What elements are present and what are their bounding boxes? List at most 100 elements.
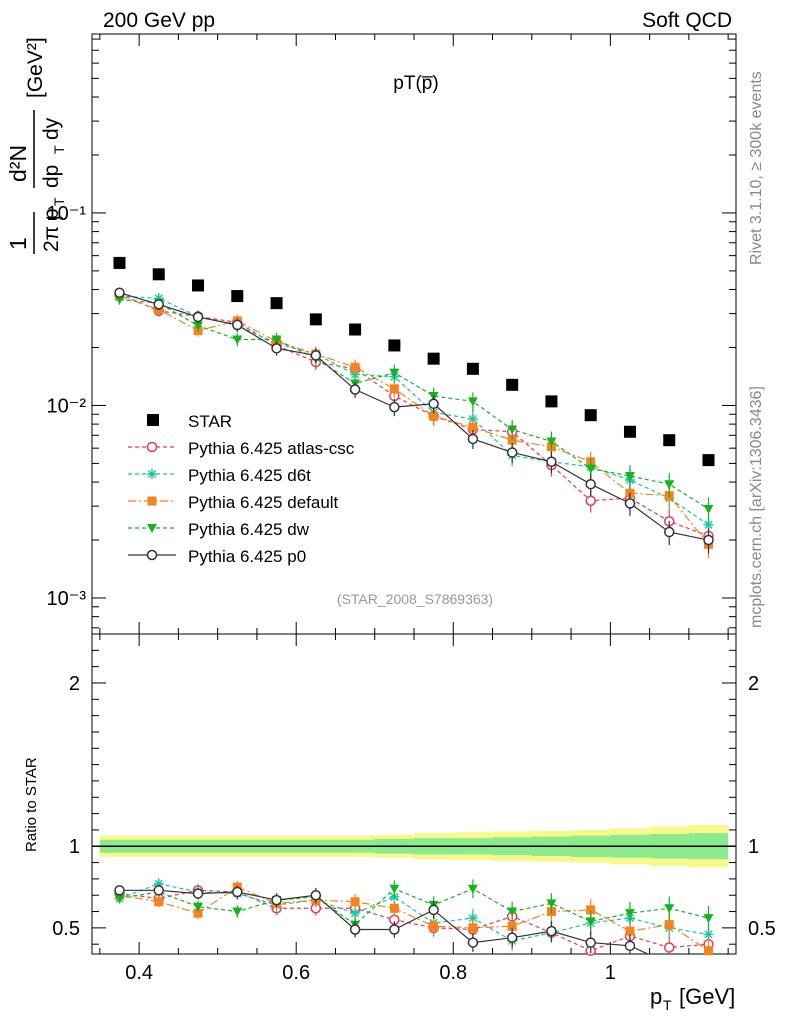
ratio-point bbox=[153, 885, 165, 896]
ratio-point bbox=[546, 925, 557, 937]
ratio-point bbox=[429, 921, 439, 931]
data-point bbox=[546, 437, 557, 447]
legend-label: Pythia 6.425 atlas-csc bbox=[188, 439, 355, 458]
ratio-point bbox=[467, 913, 478, 924]
x-tick-label: 1 bbox=[605, 962, 616, 984]
ratio-point bbox=[271, 894, 282, 906]
ratio-y-tick-label: 0.5 bbox=[52, 918, 80, 940]
data-point bbox=[114, 295, 125, 305]
legend-marker bbox=[146, 441, 158, 453]
main-panel-frame bbox=[91, 33, 737, 635]
ratio-line bbox=[119, 889, 709, 952]
ratio-y-tick-label: 1 bbox=[69, 836, 80, 858]
ratio-point bbox=[703, 914, 714, 924]
ratio-point bbox=[349, 924, 361, 935]
ratio-point bbox=[663, 942, 675, 953]
plot-title: pT(p̅) bbox=[393, 73, 438, 94]
ratio-line bbox=[119, 883, 709, 942]
data-point bbox=[153, 299, 165, 310]
y-tick-label: 10⁻³ bbox=[47, 588, 87, 610]
header-left: 200 GeV pp bbox=[103, 9, 215, 32]
reference-point bbox=[663, 434, 676, 447]
ratio-point bbox=[664, 920, 674, 930]
series-4 bbox=[114, 287, 714, 954]
ratio-point bbox=[585, 917, 596, 927]
ylabel-frac-den: 2π p bbox=[40, 208, 63, 252]
reference-point bbox=[231, 290, 244, 303]
legend-label: Pythia 6.425 default bbox=[188, 493, 339, 512]
legend-label: Pythia 6.425 p0 bbox=[188, 547, 306, 566]
reference-point bbox=[427, 352, 440, 365]
reference-point bbox=[623, 425, 636, 438]
ratio-point bbox=[389, 924, 400, 935]
series-line bbox=[119, 295, 709, 526]
data-point bbox=[546, 456, 557, 468]
data-point bbox=[389, 368, 400, 378]
ratio-point bbox=[193, 908, 203, 918]
data-point bbox=[428, 398, 439, 410]
ratio-point bbox=[467, 937, 479, 948]
data-point bbox=[271, 343, 282, 354]
ratio-point bbox=[546, 899, 557, 909]
legend-label: Pythia 6.425 d6t bbox=[188, 466, 311, 485]
data-point bbox=[349, 384, 361, 395]
ratio-point bbox=[585, 937, 596, 948]
ratio-ylabel: Ratio to STAR bbox=[23, 757, 40, 852]
ratio-point bbox=[389, 884, 400, 894]
legend-marker bbox=[147, 469, 157, 479]
ratio-y-tick-label: 2 bbox=[69, 673, 80, 695]
ratio-point bbox=[310, 889, 322, 901]
ratio-point bbox=[468, 923, 478, 933]
data-point bbox=[271, 335, 282, 345]
ratio-point bbox=[664, 904, 675, 914]
ratio-point bbox=[467, 884, 478, 894]
series-3 bbox=[114, 294, 714, 933]
data-point bbox=[429, 411, 439, 421]
ylabel-dp-sub: T bbox=[51, 145, 67, 154]
reference-point bbox=[113, 256, 126, 269]
x-tick-label: 0.4 bbox=[125, 962, 153, 984]
legend-label-star: STAR bbox=[188, 412, 232, 431]
ratio-point bbox=[704, 946, 714, 956]
ratio-point bbox=[350, 908, 361, 919]
data-point bbox=[468, 422, 478, 432]
y-tick-label: 10⁻² bbox=[47, 395, 87, 417]
data-point bbox=[703, 519, 714, 530]
ratio-line bbox=[119, 886, 709, 952]
ratio-point bbox=[114, 885, 125, 896]
reference-point bbox=[309, 313, 322, 326]
data-point bbox=[703, 534, 714, 546]
data-point bbox=[624, 472, 635, 482]
legend-label: Pythia 6.425 dw bbox=[188, 520, 310, 539]
data-point bbox=[703, 504, 714, 514]
data-point bbox=[350, 362, 360, 372]
reference-point bbox=[152, 268, 165, 281]
ratio-y-tick-label-right: 0.5 bbox=[748, 918, 776, 940]
data-point bbox=[624, 498, 636, 509]
reference-point bbox=[349, 323, 362, 336]
data-point bbox=[193, 321, 204, 331]
ratio-point bbox=[507, 921, 517, 931]
xlabel-p: p bbox=[650, 984, 662, 1009]
data-point bbox=[585, 464, 596, 474]
legend-marker-star bbox=[147, 414, 159, 426]
ylabel-frac-num: 1 bbox=[5, 237, 31, 250]
ylabel-dy: dy bbox=[40, 117, 63, 140]
rivet-label: Rivet 3.1.10, ≥ 300k events bbox=[748, 71, 765, 265]
legend-marker bbox=[146, 549, 158, 561]
ratio-point bbox=[153, 878, 164, 889]
data-point bbox=[232, 319, 243, 331]
reference-point bbox=[270, 297, 283, 310]
ylabel-dN: d²N bbox=[5, 145, 31, 182]
ratio-point bbox=[507, 907, 518, 917]
reference-point bbox=[466, 362, 479, 375]
series-line bbox=[119, 293, 709, 537]
series-line bbox=[119, 298, 709, 510]
ratio-y-tick-label-right: 1 bbox=[748, 836, 759, 858]
data-point bbox=[310, 350, 322, 361]
data-point bbox=[467, 397, 478, 407]
data-point bbox=[192, 311, 204, 323]
reference-point bbox=[506, 378, 519, 391]
data-point bbox=[232, 335, 243, 345]
